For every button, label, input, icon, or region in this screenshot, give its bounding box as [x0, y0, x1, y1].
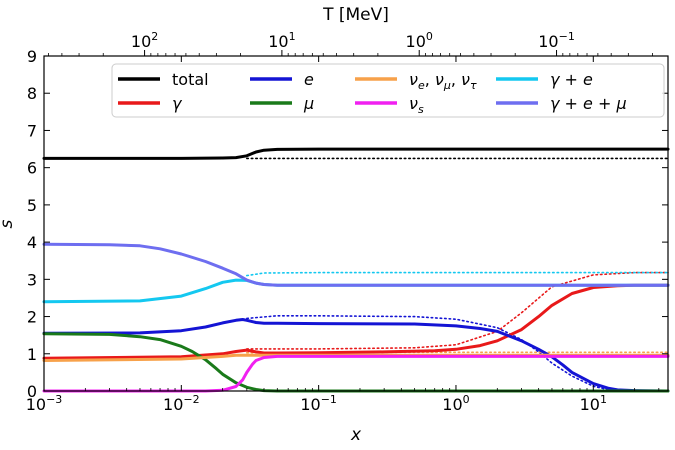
- top-tick-label: 10−1: [538, 30, 575, 51]
- x-axis-label: x: [350, 425, 362, 445]
- legend-label-total: total: [172, 70, 209, 89]
- x-tick-label: 10−2: [163, 393, 200, 414]
- y-tick-label: 5: [27, 196, 37, 215]
- legend-label-s: νs: [409, 94, 424, 116]
- series-line-series: [42, 283, 670, 360]
- legend-label-e: e: [304, 70, 314, 89]
- plot-frame: [43, 55, 669, 392]
- y-tick-label: 9: [27, 47, 37, 66]
- series-line-total: [42, 147, 670, 160]
- y-tick-label: 2: [27, 308, 37, 327]
- top-tick-label: 101: [268, 30, 295, 51]
- legend-label-e: γ + e + μ: [550, 94, 627, 113]
- y-tick-label: 6: [27, 159, 37, 178]
- x-tick-label: 10−3: [26, 393, 63, 414]
- ticks-layer: 10−3 10−2 10−1 100 101 102 101 100 10−1 0 1 2 3 4 5 6 7 8…: [26, 30, 668, 414]
- series-line-e: [42, 242, 670, 287]
- series-layer: [42, 147, 670, 393]
- series-line-dotted-dotted: [246, 271, 669, 350]
- y-tick-label: 0: [27, 382, 37, 401]
- top-tick-label: 100: [406, 30, 433, 51]
- legend-label-series: γ: [172, 94, 183, 113]
- y-axis-label: s: [0, 219, 17, 228]
- x-tick-label: 100: [442, 393, 469, 414]
- y-tick-label: 8: [27, 84, 37, 103]
- x-tick-label: 101: [580, 393, 607, 414]
- legend-label-series: νe, νμ, ντ: [409, 70, 477, 92]
- legend-label-e: γ + e: [550, 70, 593, 89]
- y-tick-label: 4: [27, 233, 37, 252]
- y-tick-label: 3: [27, 270, 37, 289]
- top-axis-label: T [MeV]: [322, 5, 389, 25]
- legend-label-series: μ: [303, 94, 314, 113]
- series-line-e-dotted-dotted: [246, 271, 669, 277]
- y-tick-label: 1: [27, 345, 37, 364]
- y-tick-label: 7: [27, 121, 37, 140]
- series-line-e: [42, 318, 670, 393]
- x-tick-label: 10−1: [300, 393, 337, 414]
- top-tick-label: 102: [131, 30, 158, 51]
